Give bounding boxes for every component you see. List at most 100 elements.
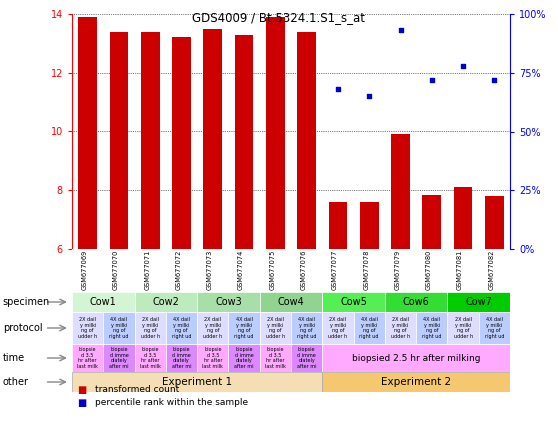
Bar (259, 292, 323, 312)
Bar (385, 292, 448, 312)
Bar (197, 292, 259, 312)
Text: GSM677073: GSM677073 (207, 250, 213, 290)
Bar (448, 312, 479, 344)
Bar (448, 292, 510, 312)
Text: 2X dail
y milki
ng of
udder h: 2X dail y milki ng of udder h (203, 317, 222, 339)
Text: percentile rank within the sample: percentile rank within the sample (95, 398, 248, 408)
Text: GDS4009 / Bt.5324.1.S1_s_at: GDS4009 / Bt.5324.1.S1_s_at (193, 11, 365, 24)
Bar (72, 344, 103, 372)
Text: biopsie
d imme
diately
after mi: biopsie d imme diately after mi (109, 347, 129, 369)
Bar (454, 187, 473, 249)
Bar (323, 292, 385, 312)
Text: biopsie
d 3.5
hr after
last milk: biopsie d 3.5 hr after last milk (265, 347, 286, 369)
Text: Cow3: Cow3 (215, 297, 242, 307)
Text: GSM677072: GSM677072 (176, 250, 181, 290)
Text: Cow1: Cow1 (90, 297, 117, 307)
Text: 2X dail
y milki
ng of
udder h: 2X dail y milki ng of udder h (328, 317, 348, 339)
Bar (360, 202, 378, 249)
Bar (354, 312, 385, 344)
Text: GSM677078: GSM677078 (363, 250, 369, 290)
Text: biopsie
d imme
diately
after mi: biopsie d imme diately after mi (172, 347, 191, 369)
Text: Experiment 2: Experiment 2 (381, 377, 451, 387)
Bar (72, 312, 103, 344)
Bar (391, 135, 410, 249)
Text: 4X dail
y milki
ng of
right ud: 4X dail y milki ng of right ud (359, 317, 379, 339)
Text: 4X dail
y milki
ng of
right ud: 4X dail y milki ng of right ud (172, 317, 191, 339)
Bar (134, 312, 166, 344)
Bar (323, 372, 510, 392)
Bar (228, 312, 259, 344)
Text: biopsie
d 3.5
hr after
last milk: biopsie d 3.5 hr after last milk (140, 347, 161, 369)
Text: Cow2: Cow2 (152, 297, 179, 307)
Text: time: time (3, 353, 25, 363)
Bar (166, 344, 197, 372)
Bar (109, 32, 128, 249)
Point (365, 93, 374, 100)
Text: GSM677069: GSM677069 (81, 250, 88, 290)
Bar (235, 35, 253, 249)
Text: ■: ■ (78, 398, 87, 408)
Text: GSM677076: GSM677076 (301, 250, 307, 290)
Point (490, 76, 499, 83)
Text: 2X dail
y milki
ng of
udder h: 2X dail y milki ng of udder h (391, 317, 410, 339)
Bar (422, 194, 441, 249)
Bar (204, 29, 222, 249)
Bar (197, 344, 228, 372)
Text: transformed count: transformed count (95, 385, 180, 394)
Bar (72, 372, 323, 392)
Text: 2X dail
y milki
ng of
udder h: 2X dail y milki ng of udder h (78, 317, 97, 339)
Text: protocol: protocol (3, 323, 42, 333)
Text: GSM677071: GSM677071 (144, 250, 150, 290)
Bar (166, 312, 197, 344)
Bar (103, 344, 134, 372)
Text: 2X dail
y milki
ng of
udder h: 2X dail y milki ng of udder h (141, 317, 160, 339)
Text: GSM677074: GSM677074 (238, 250, 244, 290)
Bar (323, 312, 354, 344)
Text: biopsied 2.5 hr after milking: biopsied 2.5 hr after milking (352, 353, 480, 362)
Bar (485, 196, 504, 249)
Text: 4X dail
y milki
ng of
right ud: 4X dail y milki ng of right ud (484, 317, 504, 339)
Bar (329, 202, 347, 249)
Text: 2X dail
y milki
ng of
udder h: 2X dail y milki ng of udder h (266, 317, 285, 339)
Text: GSM677082: GSM677082 (488, 250, 494, 290)
Point (334, 86, 343, 93)
Point (396, 27, 405, 34)
Bar (78, 17, 97, 249)
Text: Cow5: Cow5 (340, 297, 367, 307)
Text: 2X dail
y milki
ng of
udder h: 2X dail y milki ng of udder h (454, 317, 473, 339)
Point (427, 76, 436, 83)
Text: other: other (3, 377, 29, 387)
Text: biopsie
d 3.5
hr after
last milk: biopsie d 3.5 hr after last milk (203, 347, 223, 369)
Text: 4X dail
y milki
ng of
right ud: 4X dail y milki ng of right ud (297, 317, 316, 339)
Bar (141, 32, 160, 249)
Text: 4X dail
y milki
ng of
right ud: 4X dail y milki ng of right ud (422, 317, 441, 339)
Text: biopsie
d imme
diately
after mi: biopsie d imme diately after mi (297, 347, 316, 369)
Text: ■: ■ (78, 385, 87, 395)
Bar (385, 312, 416, 344)
Text: GSM677070: GSM677070 (113, 250, 119, 290)
Text: GSM677075: GSM677075 (270, 250, 275, 290)
Text: biopsie
d imme
diately
after mi: biopsie d imme diately after mi (234, 347, 254, 369)
Text: specimen: specimen (3, 297, 50, 307)
Text: Cow7: Cow7 (465, 297, 492, 307)
Text: biopsie
d 3.5
hr after
last milk: biopsie d 3.5 hr after last milk (77, 347, 98, 369)
Text: GSM677081: GSM677081 (457, 250, 463, 290)
Bar (266, 17, 285, 249)
Bar (416, 312, 448, 344)
Bar (297, 32, 316, 249)
Text: GSM677077: GSM677077 (332, 250, 338, 290)
Bar (259, 312, 291, 344)
Bar (197, 312, 228, 344)
Bar (72, 292, 134, 312)
Bar (103, 312, 134, 344)
Bar (291, 312, 323, 344)
Bar (228, 344, 259, 372)
Text: Cow4: Cow4 (278, 297, 304, 307)
Bar (479, 312, 510, 344)
Text: 4X dail
y milki
ng of
right ud: 4X dail y milki ng of right ud (234, 317, 254, 339)
Bar (259, 344, 291, 372)
Bar (323, 344, 510, 372)
Point (459, 62, 468, 69)
Text: GSM677080: GSM677080 (426, 250, 432, 290)
Bar (134, 344, 166, 372)
